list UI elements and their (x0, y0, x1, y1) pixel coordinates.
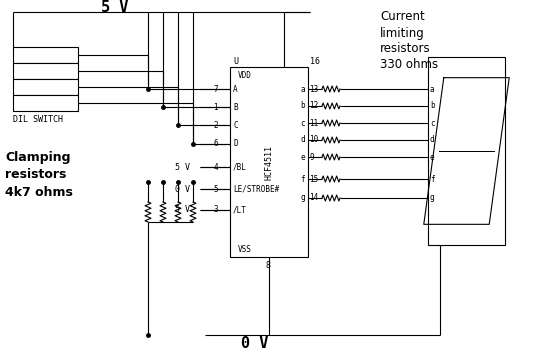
Text: 1: 1 (213, 102, 218, 111)
Text: g: g (300, 193, 305, 202)
Text: a: a (430, 85, 435, 94)
Text: Clamping: Clamping (5, 151, 71, 164)
Text: 0 V: 0 V (175, 185, 190, 193)
Text: VSS: VSS (238, 245, 252, 253)
Text: 14: 14 (309, 193, 318, 202)
Text: A: A (233, 85, 237, 94)
Text: 12: 12 (309, 101, 318, 111)
Text: DIL SWITCH: DIL SWITCH (13, 115, 63, 124)
Text: VDD: VDD (238, 70, 252, 80)
Text: 8: 8 (266, 261, 271, 270)
Text: 13: 13 (309, 85, 318, 94)
Text: 4: 4 (213, 162, 218, 171)
Text: C: C (233, 121, 237, 130)
Bar (13, 63, 78, 79)
Text: D: D (233, 140, 237, 149)
Bar (230, 67, 308, 257)
Text: resistors: resistors (380, 42, 431, 55)
Text: e: e (430, 152, 435, 161)
Text: 0 V: 0 V (241, 336, 269, 351)
Text: B: B (233, 102, 237, 111)
Text: /LT: /LT (233, 206, 247, 215)
Text: 15: 15 (309, 175, 318, 183)
Text: g: g (430, 193, 435, 202)
Bar (428, 57, 505, 245)
Text: 16: 16 (310, 56, 320, 65)
Text: f: f (300, 175, 305, 183)
Text: 9: 9 (309, 152, 314, 161)
Text: b: b (300, 101, 305, 111)
Text: 6: 6 (213, 140, 218, 149)
Text: f: f (430, 175, 435, 183)
Text: 3: 3 (213, 206, 218, 215)
Text: resistors: resistors (5, 169, 66, 181)
Text: U: U (233, 56, 238, 65)
Text: 2: 2 (213, 121, 218, 130)
Text: 5 V: 5 V (101, 0, 129, 15)
Bar (13, 95, 78, 111)
Text: 5 V: 5 V (175, 206, 190, 215)
Text: c: c (300, 119, 305, 127)
Text: 330 ohms: 330 ohms (380, 59, 438, 71)
Text: LE/STROBE#: LE/STROBE# (233, 185, 279, 193)
Bar (13, 79, 78, 95)
Text: d: d (300, 136, 305, 145)
Text: 11: 11 (309, 119, 318, 127)
Text: 5: 5 (213, 185, 218, 193)
Text: 10: 10 (309, 136, 318, 145)
Text: 4k7 ohms: 4k7 ohms (5, 186, 73, 200)
Text: e: e (300, 152, 305, 161)
Text: a: a (300, 85, 305, 94)
Text: c: c (430, 119, 435, 127)
Text: HCF4511: HCF4511 (264, 145, 273, 180)
Text: b: b (430, 101, 435, 111)
Text: Current: Current (380, 10, 425, 24)
Text: /BL: /BL (233, 162, 247, 171)
Text: limiting: limiting (380, 26, 425, 40)
Text: d: d (430, 136, 435, 145)
Text: 5 V: 5 V (175, 162, 190, 171)
Text: 7: 7 (213, 85, 218, 94)
Bar (13, 47, 78, 63)
